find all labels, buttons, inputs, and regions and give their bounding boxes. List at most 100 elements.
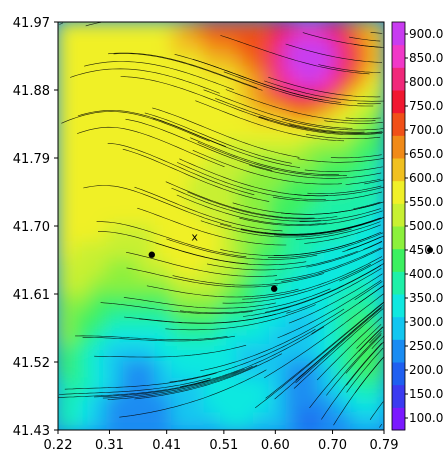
streamline: [75, 335, 228, 341]
streamline: [307, 185, 382, 194]
field-cell: [138, 140, 157, 159]
streamline: [124, 313, 277, 324]
field-cell: [171, 395, 190, 414]
streamline: [77, 126, 225, 168]
field-cell: [301, 412, 320, 430]
field-cell: [236, 259, 255, 278]
colorbar-swatch: [392, 90, 405, 114]
field-cell: [203, 123, 222, 142]
field-cell: [171, 55, 190, 74]
field-cell: [268, 38, 288, 57]
field-cell: [203, 310, 222, 329]
colorbar-swatch: [392, 180, 405, 204]
field-cell: [252, 310, 271, 329]
field-cell: [154, 55, 174, 74]
streamline: [354, 281, 383, 301]
field-cell: [252, 22, 271, 40]
field-cell: [220, 225, 239, 244]
field-cell: [334, 72, 353, 91]
field-cell: [171, 38, 190, 57]
streamline: [123, 297, 276, 309]
streamline: [152, 117, 300, 168]
field-cell: [105, 191, 125, 210]
streamline: [59, 22, 64, 25]
streamline: [223, 71, 374, 107]
streamline: [356, 324, 382, 349]
field-cell: [317, 38, 337, 57]
colorbar-swatch: [392, 44, 405, 68]
field-cell: [154, 310, 174, 329]
field-cell: [73, 89, 92, 108]
field-cell: [58, 174, 76, 193]
streamline: [306, 134, 381, 140]
field-cell: [220, 293, 239, 312]
field-cell: [268, 395, 288, 414]
field-cell: [366, 344, 384, 363]
field-cell: [366, 191, 384, 210]
streamline: [176, 194, 327, 225]
field-cell: [122, 106, 141, 125]
field-cell: [89, 395, 108, 414]
field-cell: [171, 89, 190, 108]
colorbar-swatch: [392, 67, 405, 91]
y-tick-label: 41.43: [13, 424, 50, 439]
y-tick-label: 41.79: [13, 152, 50, 167]
field-cell: [268, 412, 288, 430]
field-cell: [252, 225, 271, 244]
field-cell: [122, 123, 141, 142]
field-cell: [366, 22, 384, 40]
colorbar-label: 900.0: [409, 27, 443, 41]
field-cell: [154, 157, 174, 176]
field-cell: [73, 310, 92, 329]
streamline: [302, 32, 384, 48]
field-cell: [268, 259, 288, 278]
streamline: [324, 120, 383, 124]
field-cell: [73, 38, 92, 57]
field-cell: [236, 327, 255, 346]
field-cell: [203, 55, 222, 74]
colorbar-swatch: [392, 135, 405, 159]
field-cell: [105, 22, 125, 40]
colorbar-label: 700.0: [409, 123, 443, 137]
field-cell: [220, 412, 239, 430]
field-cell: [58, 55, 76, 74]
y-tick-label: 41.52: [13, 356, 50, 371]
field-cell: [105, 225, 125, 244]
field-cell: [138, 106, 157, 125]
field-cell: [122, 293, 141, 312]
field-cell: [220, 38, 239, 57]
field-cell: [203, 259, 222, 278]
field-cell: [301, 276, 320, 295]
field-cell: [334, 157, 353, 176]
streamline: [363, 240, 383, 250]
field-cell: [89, 412, 108, 430]
field-cell: [187, 140, 206, 159]
streamline: [215, 98, 365, 133]
field-cell: [171, 225, 190, 244]
streamline: [273, 231, 382, 256]
field-cell: [350, 174, 369, 193]
field-cell: [350, 276, 369, 295]
field-cell: [122, 310, 141, 329]
field-cell: [203, 395, 222, 414]
streamline: [345, 334, 382, 374]
field-cell: [334, 310, 353, 329]
field-cell: [73, 72, 92, 91]
field-cell: [252, 412, 271, 430]
field-cell: [252, 174, 271, 193]
field-cell: [171, 208, 190, 227]
field-cell: [203, 378, 222, 397]
streamline: [107, 364, 258, 400]
field-cell: [58, 242, 76, 261]
field-cell: [122, 327, 141, 346]
field-cell: [366, 140, 384, 159]
streamline: [326, 332, 382, 396]
field-cell: [105, 242, 125, 261]
y-tick-label: 41.97: [13, 16, 50, 31]
streamline: [195, 100, 345, 142]
field-cell: [301, 378, 320, 397]
colorbar-swatch: [392, 294, 405, 318]
field-cell: [122, 140, 141, 159]
field-cell: [73, 259, 92, 278]
streamline: [349, 36, 381, 42]
